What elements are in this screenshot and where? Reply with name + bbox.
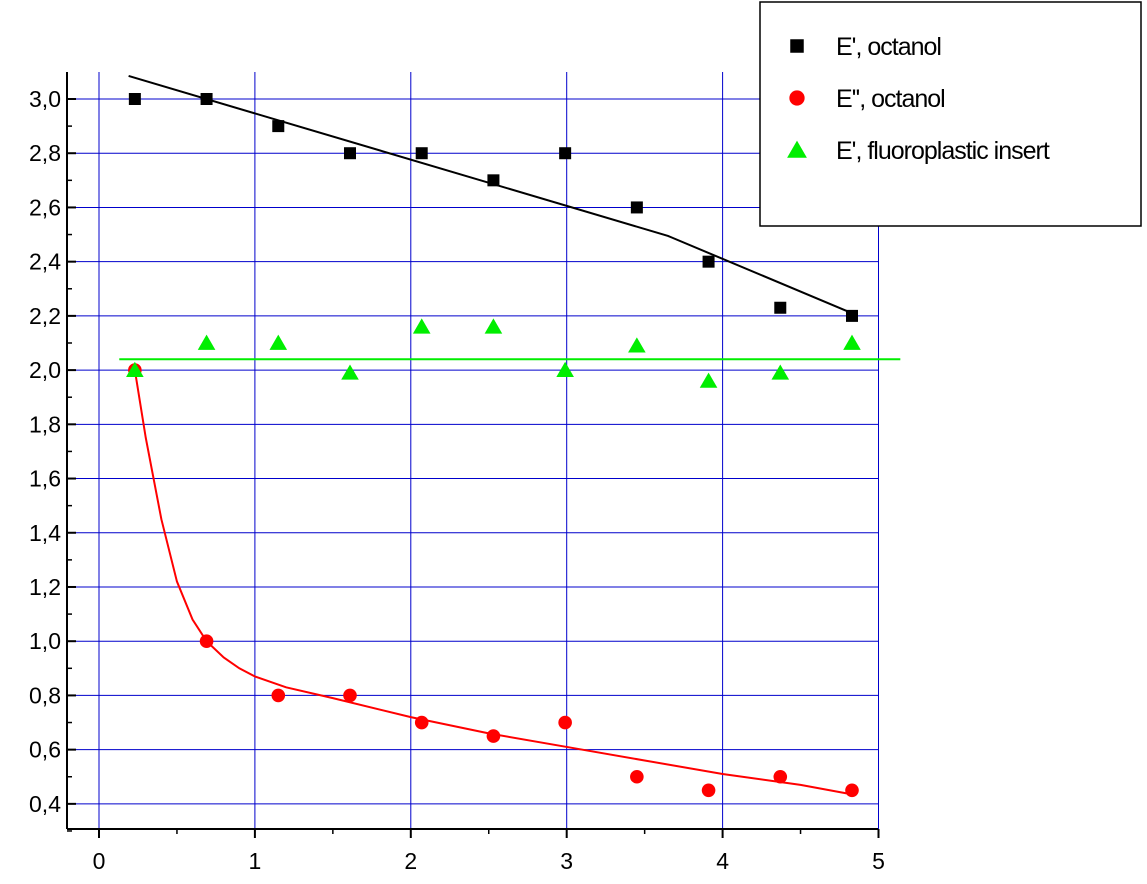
data-point-circle <box>486 729 501 743</box>
data-point-circle <box>630 769 644 784</box>
y-tick-label: 1,8 <box>29 411 61 437</box>
data-point-circle <box>558 715 572 730</box>
x-tick-label: 2 <box>404 848 417 874</box>
fit-lines <box>119 74 901 796</box>
data-point-square <box>128 93 141 105</box>
y-tick-label: 2,8 <box>29 140 61 166</box>
x-tick-label: 3 <box>560 848 573 874</box>
legend: E', octanol E'', octanol E', fluoroplastic… <box>759 1 1142 227</box>
fit-line-circle <box>133 369 853 796</box>
legend-marker-circle <box>789 90 805 106</box>
data-point-circle <box>701 783 716 798</box>
y-tick-label: 1,6 <box>29 466 61 492</box>
data-point-circle <box>773 769 788 784</box>
data-point-triangle <box>269 334 288 350</box>
data-point-square <box>343 147 356 160</box>
data-point-triangle <box>843 334 861 350</box>
y-tick-label: 2,2 <box>29 303 61 329</box>
data-point-triangle <box>556 361 574 377</box>
legend-marker-square <box>790 39 804 53</box>
data-point-circle <box>271 688 286 703</box>
data-point-square <box>272 120 285 133</box>
fit-line-square <box>128 74 853 315</box>
y-tick-label: 2,0 <box>29 357 61 383</box>
data-point-circle <box>414 715 429 730</box>
data-point-square <box>774 301 787 314</box>
legend-label: E', fluoroplastic insert <box>836 137 1050 165</box>
data-points <box>126 93 861 798</box>
data-point-square <box>415 147 428 160</box>
y-tick-label: 2,6 <box>29 194 61 220</box>
data-point-triangle <box>341 364 359 380</box>
data-point-square <box>559 147 572 160</box>
data-point-triangle <box>484 318 503 334</box>
tick-labels: 0,4 0,6 0,8 1,0 1,2 1,4 1,6 1,8 2,0 2,2 2,4 2,6 2,8 3… <box>29 86 885 874</box>
y-tick-label: 1,4 <box>29 520 61 546</box>
x-tick-label: 4 <box>716 848 729 874</box>
data-point-triangle <box>126 361 144 377</box>
x-tick-label: 1 <box>249 848 262 874</box>
tick-marks <box>67 98 880 838</box>
data-point-square <box>487 174 500 187</box>
x-tick-label: 5 <box>872 848 885 874</box>
y-tick-label: 2,4 <box>29 249 61 275</box>
grid <box>67 72 879 829</box>
legend-box <box>759 1 1142 227</box>
legend-label: E'', octanol <box>836 85 945 113</box>
data-point-circle <box>845 783 859 798</box>
data-point-triangle <box>197 334 216 350</box>
data-point-circle <box>199 634 214 648</box>
data-point-triangle <box>628 337 646 353</box>
data-point-square <box>845 309 858 322</box>
data-point-square <box>702 255 715 268</box>
legend-marker-triangle <box>787 140 807 158</box>
axes <box>66 72 878 830</box>
y-tick-label: 1,2 <box>29 574 61 600</box>
y-tick-label: 1,0 <box>29 628 61 654</box>
data-point-triangle <box>771 364 790 380</box>
y-tick-label: 0,8 <box>29 682 61 708</box>
y-tick-label: 0,6 <box>29 737 61 763</box>
legend-label: E', octanol <box>836 33 941 61</box>
data-point-circle <box>343 688 357 703</box>
data-point-square <box>630 201 643 214</box>
data-point-square <box>200 93 213 105</box>
data-point-triangle <box>412 318 431 334</box>
x-tick-label: 0 <box>93 848 106 874</box>
data-point-triangle <box>699 372 718 388</box>
y-tick-label: 3,0 <box>29 86 61 112</box>
y-tick-label: 0,4 <box>29 791 61 817</box>
